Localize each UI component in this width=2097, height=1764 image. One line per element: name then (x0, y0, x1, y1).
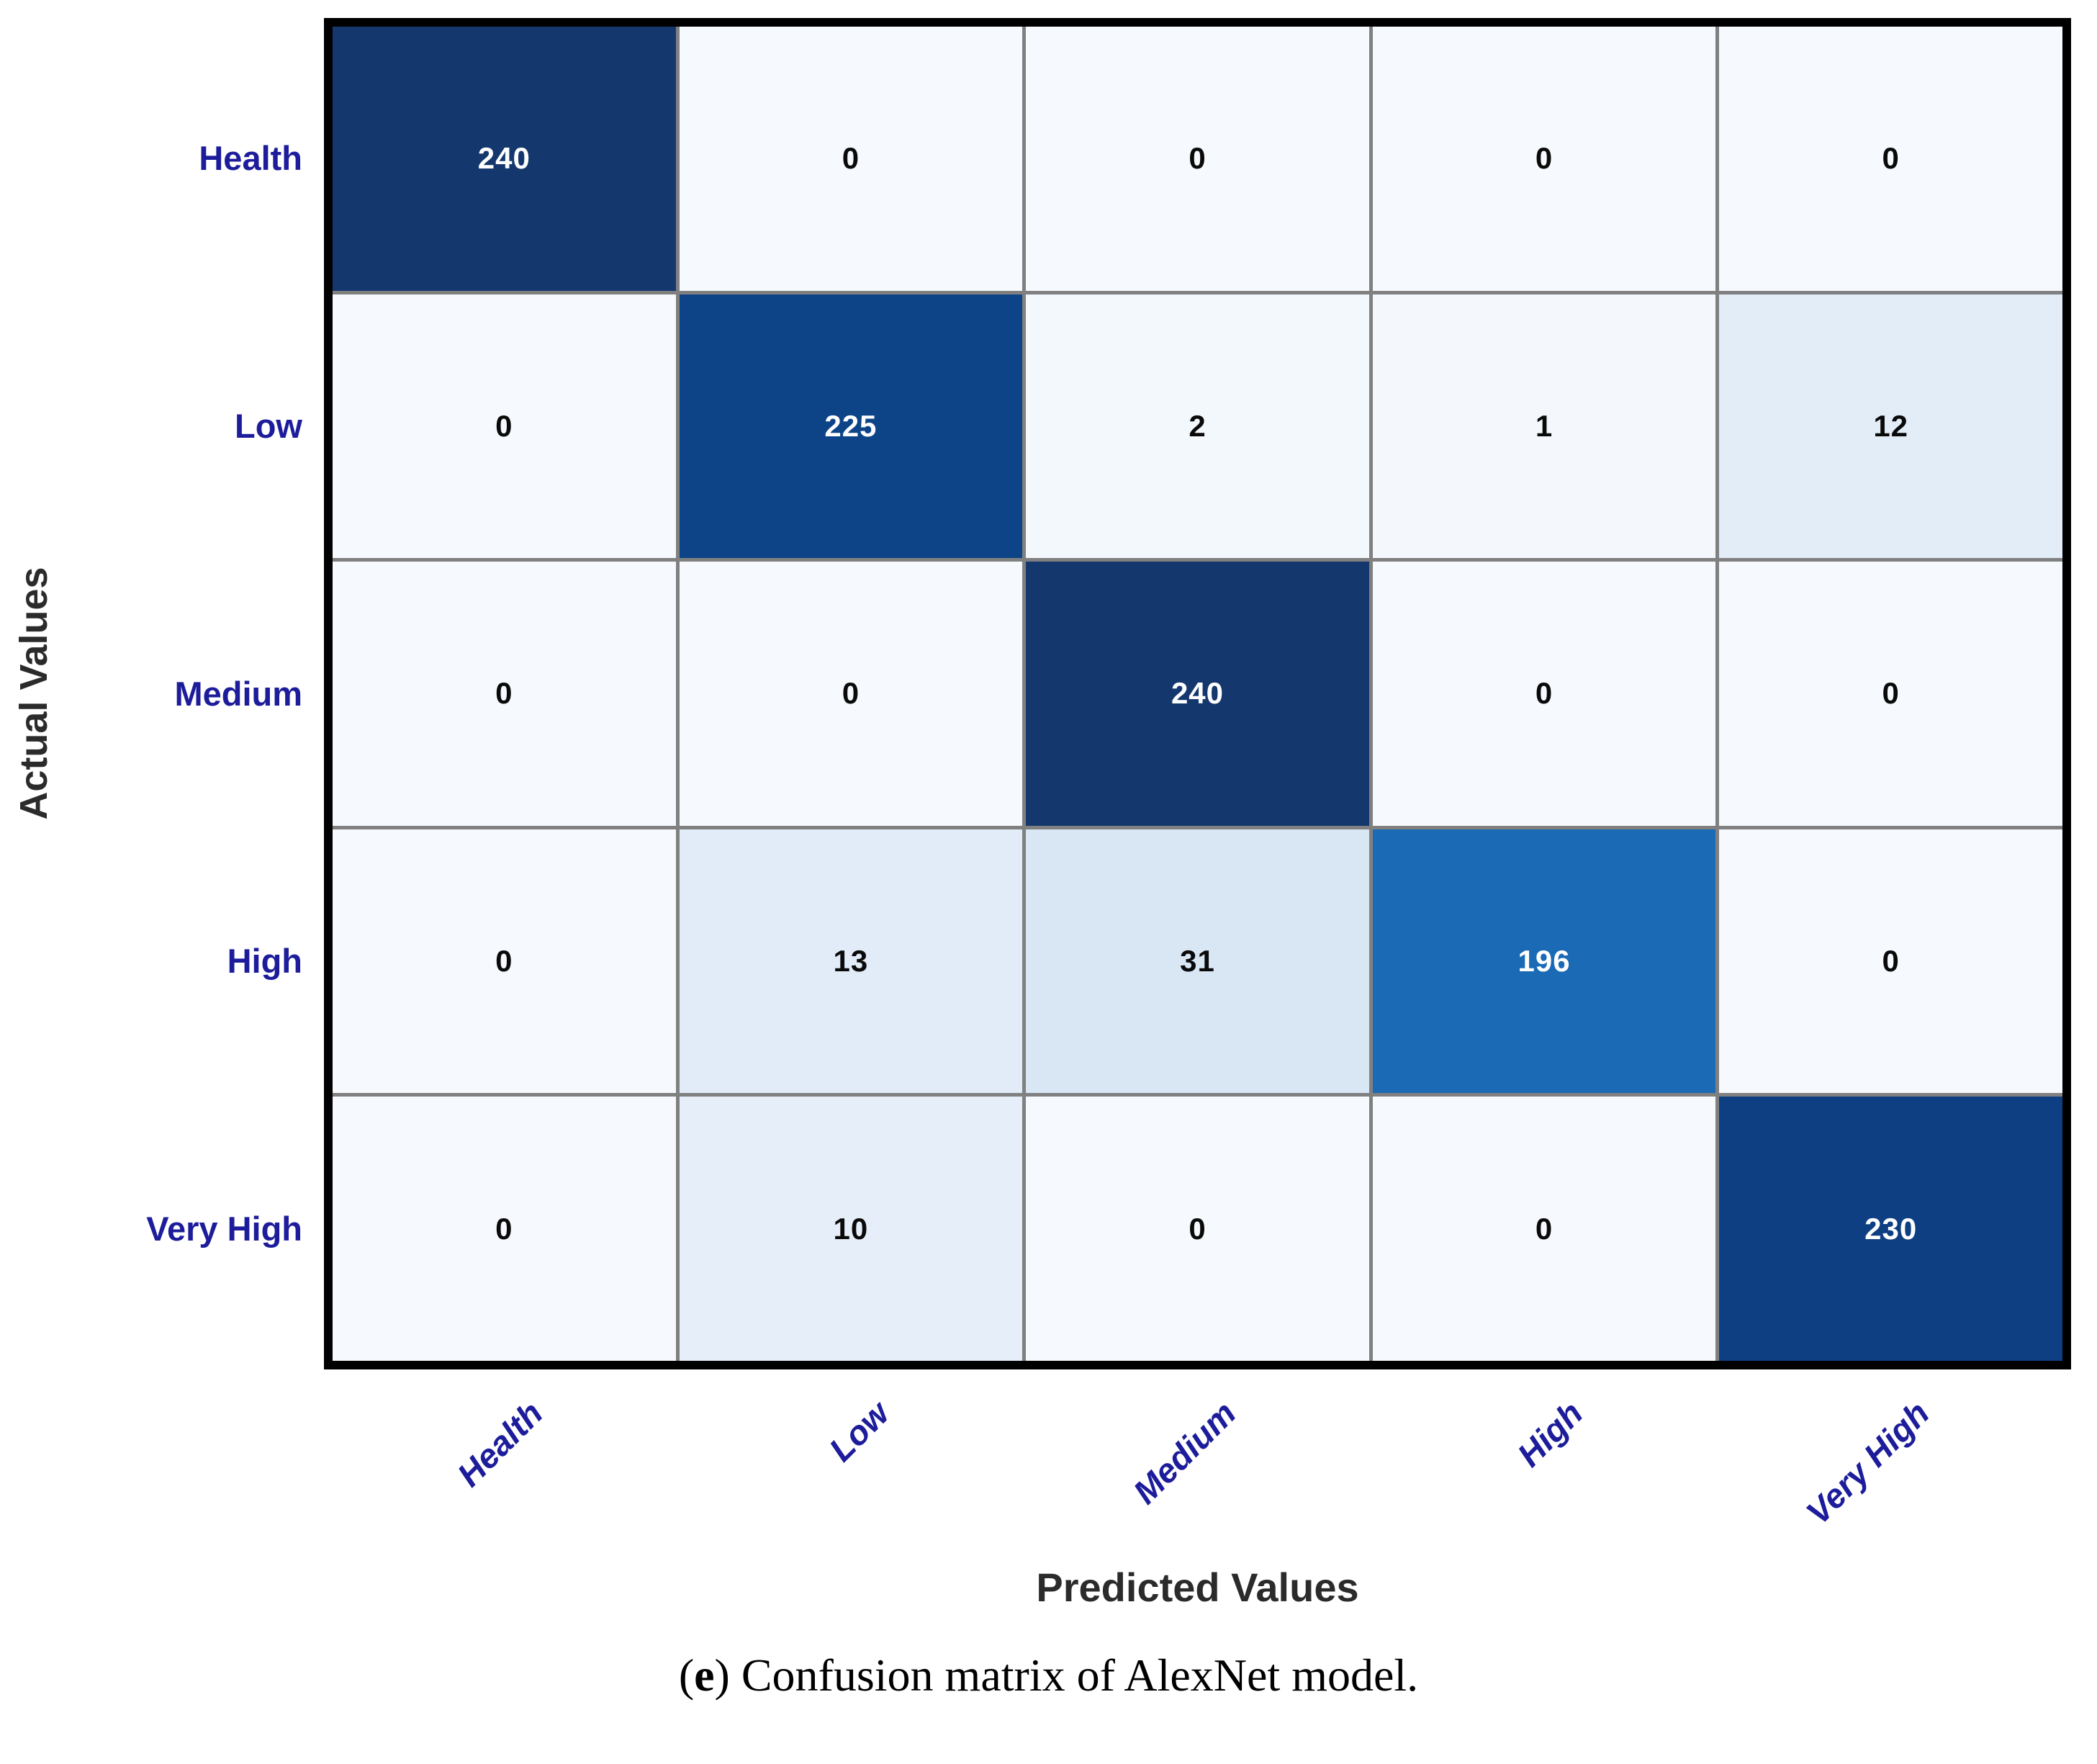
matrix-cell: 0 (1026, 27, 1369, 291)
caption-panel-letter: e (694, 1650, 715, 1701)
matrix-cell: 0 (1719, 829, 2062, 1094)
y-tick-label: High (227, 942, 302, 981)
matrix-cell: 0 (333, 294, 676, 559)
matrix-cell: 0 (679, 562, 1023, 826)
matrix-cell: 13 (679, 829, 1023, 1094)
matrix-cell: 12 (1719, 294, 2062, 559)
matrix-cell: 0 (333, 829, 676, 1094)
y-tick-label: Low (235, 406, 302, 445)
matrix-cell: 31 (1026, 829, 1369, 1094)
matrix-cell: 2 (1026, 294, 1369, 559)
caption-text: ) Confusion matrix of AlexNet model. (714, 1650, 1419, 1701)
matrix-cell: 0 (333, 562, 676, 826)
matrix-cell: 10 (679, 1097, 1023, 1361)
x-tick-label: Very High (1798, 1393, 1936, 1532)
figure-caption: (e) Confusion matrix of AlexNet model. (0, 1649, 2097, 1702)
matrix-cell: 0 (679, 27, 1023, 291)
matrix-cell: 1 (1372, 294, 1716, 559)
matrix-cell: 0 (333, 1097, 676, 1361)
matrix-cell: 225 (679, 294, 1023, 559)
x-axis-title: Predicted Values (1036, 1565, 1359, 1610)
matrix-cell: 0 (1719, 27, 2062, 291)
matrix-cell: 230 (1719, 1097, 2062, 1361)
matrix-cell: 0 (1372, 562, 1716, 826)
y-tick-label: Medium (174, 674, 302, 713)
confusion-matrix-grid: 240 0 0 0 0 0 225 2 1 12 0 0 240 0 0 0 13 31 196 0 0 10 0 0 230 (324, 18, 2071, 1369)
matrix-cell: 0 (1026, 1097, 1369, 1361)
matrix-cell: 240 (1026, 562, 1369, 826)
matrix-cell: 0 (1372, 1097, 1716, 1361)
x-tick-label: Medium (1125, 1393, 1243, 1511)
x-tick-label: Health (449, 1393, 550, 1494)
matrix-cell: 196 (1372, 829, 1716, 1094)
x-tick-label: Low (821, 1393, 897, 1469)
y-tick-label: Very High (146, 1209, 302, 1248)
matrix-cell: 0 (1719, 562, 2062, 826)
y-tick-label: Health (199, 139, 302, 178)
caption-prefix: ( (678, 1650, 695, 1701)
x-tick-label: High (1509, 1393, 1590, 1475)
matrix-cell: 240 (333, 27, 676, 291)
matrix-cell: 0 (1372, 27, 1716, 291)
